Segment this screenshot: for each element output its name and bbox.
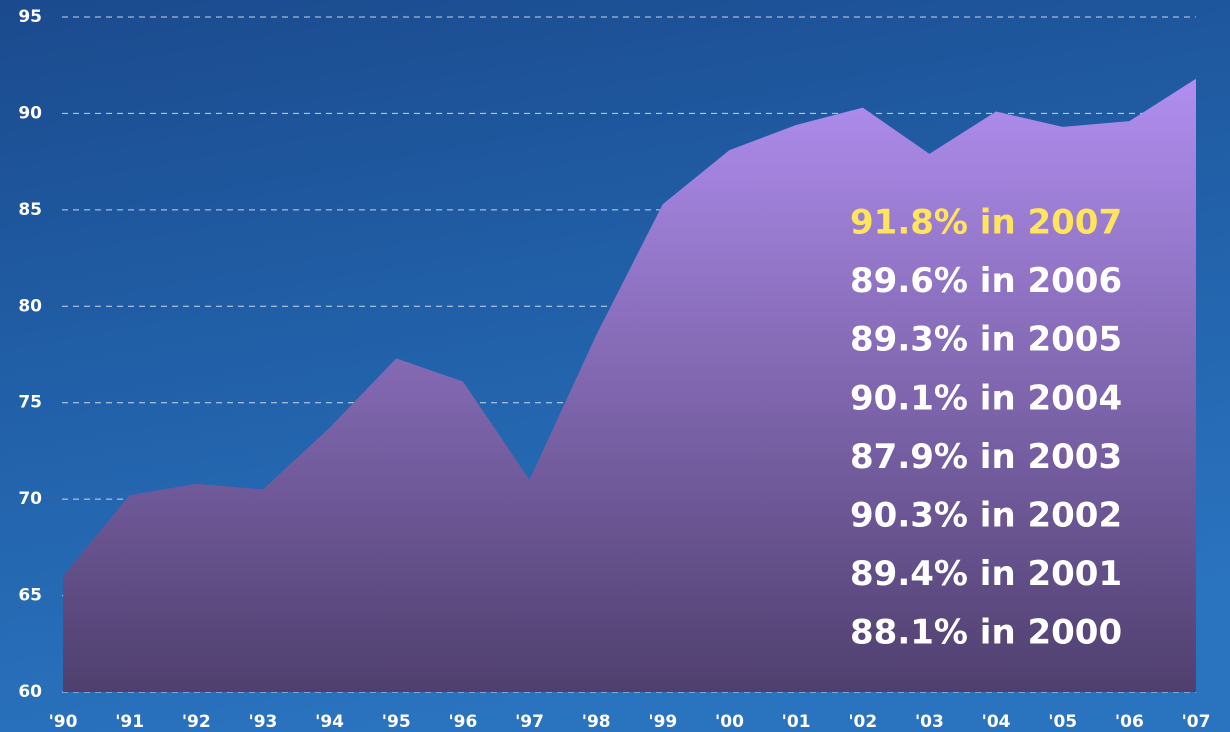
plot xyxy=(63,78,1196,692)
x-tick-label: '98 xyxy=(582,712,611,732)
annotation: 90.3% in 2002 xyxy=(850,496,1122,536)
y-tick-label: 90 xyxy=(18,103,42,123)
x-tick-label: '96 xyxy=(448,712,477,732)
x-tick-label: '02 xyxy=(848,712,877,732)
x-tick-label: '94 xyxy=(315,712,344,732)
x-tick-label: '04 xyxy=(982,712,1011,732)
y-tick-label: 95 xyxy=(18,7,42,27)
x-tick-label: '97 xyxy=(515,712,544,732)
x-tick-label: '92 xyxy=(182,712,211,732)
annotation: 88.1% in 2000 xyxy=(850,613,1122,653)
annotation: 89.3% in 2005 xyxy=(850,320,1122,360)
x-tick-label: '07 xyxy=(1182,712,1211,732)
area xyxy=(63,78,1196,692)
x-tick-label: '95 xyxy=(382,712,411,732)
x-tick-label: '90 xyxy=(49,712,78,732)
y-tick-label: 80 xyxy=(18,296,42,316)
annotation: 90.1% in 2004 xyxy=(850,378,1122,418)
annotation: 91.8% in 2007 xyxy=(850,203,1122,243)
annotation: 89.6% in 2006 xyxy=(850,261,1122,301)
annotation: 87.9% in 2003 xyxy=(850,437,1122,477)
x-tick-label: '06 xyxy=(1115,712,1144,732)
y-tick-label: 85 xyxy=(18,200,42,220)
x-tick-label: '99 xyxy=(648,712,677,732)
x-tick-label: '05 xyxy=(1048,712,1077,732)
x-tick-label: '93 xyxy=(249,712,278,732)
x-tick-label: '01 xyxy=(782,712,811,732)
y-tick-label: 65 xyxy=(18,586,42,606)
x-tick-label: '03 xyxy=(915,712,944,732)
annotation: 89.4% in 2001 xyxy=(850,554,1122,594)
y-tick-label: 70 xyxy=(18,489,42,509)
x-tick-label: '00 xyxy=(715,712,744,732)
labels: 60 65 70 75 80 85 90 95 '90 '91 '92 '93 '94 '95 '96 '97… xyxy=(18,7,1210,732)
y-tick-label: 75 xyxy=(18,393,42,413)
y-tick-label: 60 xyxy=(18,682,42,702)
x-tick-label: '91 xyxy=(115,712,144,732)
